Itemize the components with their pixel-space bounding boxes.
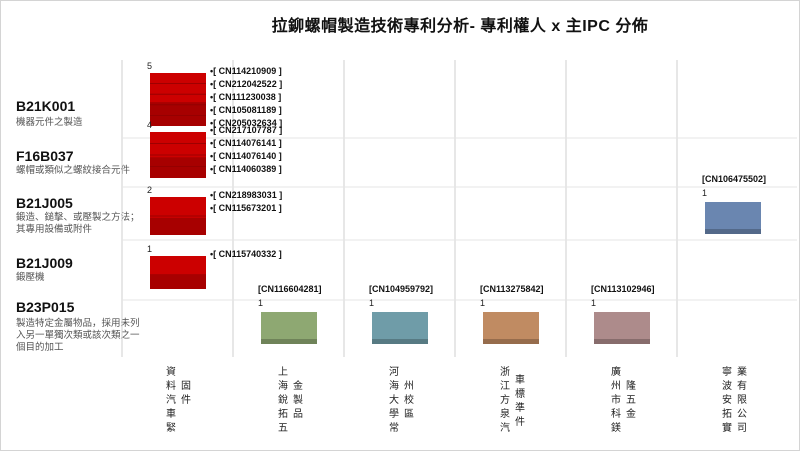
patent-label: •[ CN115673201 ] <box>210 203 282 213</box>
patent-label: •[ CN217107787 ] <box>210 125 282 135</box>
patent-label: •[ CN114210909 ] <box>210 66 282 76</box>
chart-title: 拉鉚螺帽製造技術專利分析- 專利權人 x 主IPC 分佈 <box>271 18 649 35</box>
bubble-bar-shade <box>150 274 206 289</box>
patent-label: [CN113275842] <box>480 284 544 294</box>
patent-label: [CN113102946] <box>591 284 655 294</box>
patent-label: •[ CN114076141 ] <box>210 138 282 148</box>
patent-label: •[ CN212042522 ] <box>210 79 282 89</box>
ipc-code-f16b037: F16B037 <box>16 148 74 164</box>
cell-count-label: 1 <box>369 298 374 308</box>
bubble-bar-base <box>483 339 539 344</box>
patent-label: •[ CN111230038 ] <box>210 92 281 102</box>
assignee-label-5a: 廣州市科鎂 <box>611 367 621 434</box>
bubble-bar-shade <box>150 102 206 126</box>
ipc-code-b23p015: B23P015 <box>16 299 75 315</box>
patent-label: •[ CN205032634 ] <box>210 118 282 128</box>
ipc-code-b21k001: B21K001 <box>16 98 76 114</box>
ipc-desc-b21j005: 鍛造、鎚擊、或壓製之方法；其專用設備或附件 <box>16 212 140 235</box>
patent-label: •[ CN218983031 ] <box>210 190 282 200</box>
cell-count-label: 1 <box>702 188 707 198</box>
assignee-label-5b: 隆五金 <box>626 381 636 420</box>
assignee-label-2b: 金製品 <box>293 381 303 420</box>
bubble-bar-base <box>594 339 650 344</box>
cell-count-label: 1 <box>147 244 152 254</box>
bubble-bar <box>594 312 650 344</box>
bubble-bar <box>483 312 539 344</box>
ipc-code-b21j009: B21J009 <box>16 255 73 271</box>
assignee-label-2a: 上海銳拓五 <box>278 367 288 434</box>
bubble-bar-shade <box>150 217 206 235</box>
patent-label: •[ CN115740332 ] <box>210 249 282 259</box>
patent-label: [CN116604281] <box>258 284 322 294</box>
patent-label: •[ CN114076140 ] <box>210 151 282 161</box>
bubble-bar-base <box>372 339 428 344</box>
assignee-label-6b: 業有限公司 <box>737 367 747 434</box>
bubble-bar <box>705 202 761 234</box>
bubble-bar <box>372 312 428 344</box>
patent-label: [CN104959792] <box>369 284 433 294</box>
bubble-bar-base <box>705 229 761 234</box>
bubble-bar-base <box>261 339 317 344</box>
cell-count-label: 1 <box>591 298 596 308</box>
patent-label: •[ CN114060389 ] <box>210 164 282 174</box>
cell-count-label: 1 <box>258 298 263 308</box>
assignee-label-1a: 資料汽車緊 <box>166 367 176 434</box>
bubble-bar <box>261 312 317 344</box>
assignee-label-3b: 州校區 <box>404 381 414 420</box>
cell-count-label: 5 <box>147 61 152 71</box>
ipc-code-b21j005: B21J005 <box>16 195 73 211</box>
cell-count-label: 2 <box>147 185 152 195</box>
assignee-label-4b: 車標準件 <box>515 375 525 428</box>
assignee-label-4a: 浙江方泉汽 <box>500 367 510 434</box>
ipc-desc-b23p015: 製造特定金屬物品，採用未列入另一單獨次類或該次類之一個目的加工 <box>16 318 140 353</box>
ipc-desc-b21k001: 機器元件之製造 <box>16 117 83 128</box>
assignee-label-6a: 寧波安拓實 <box>722 367 732 434</box>
assignee-label-3a: 河海大學常 <box>389 367 399 434</box>
patent-label: •[ CN105081189 ] <box>210 105 282 115</box>
ipc-desc-b21j009: 鍛壓機 <box>16 272 45 283</box>
cell-count-label: 4 <box>147 120 152 130</box>
ipc-desc-f16b037: 螺帽或類似之螺紋接合元件 <box>16 165 131 176</box>
assignee-label-1b: 固件 <box>181 381 191 406</box>
bubble-bar-shade <box>150 157 206 178</box>
patent-label: [CN106475502] <box>702 174 766 184</box>
cell-count-label: 1 <box>480 298 485 308</box>
